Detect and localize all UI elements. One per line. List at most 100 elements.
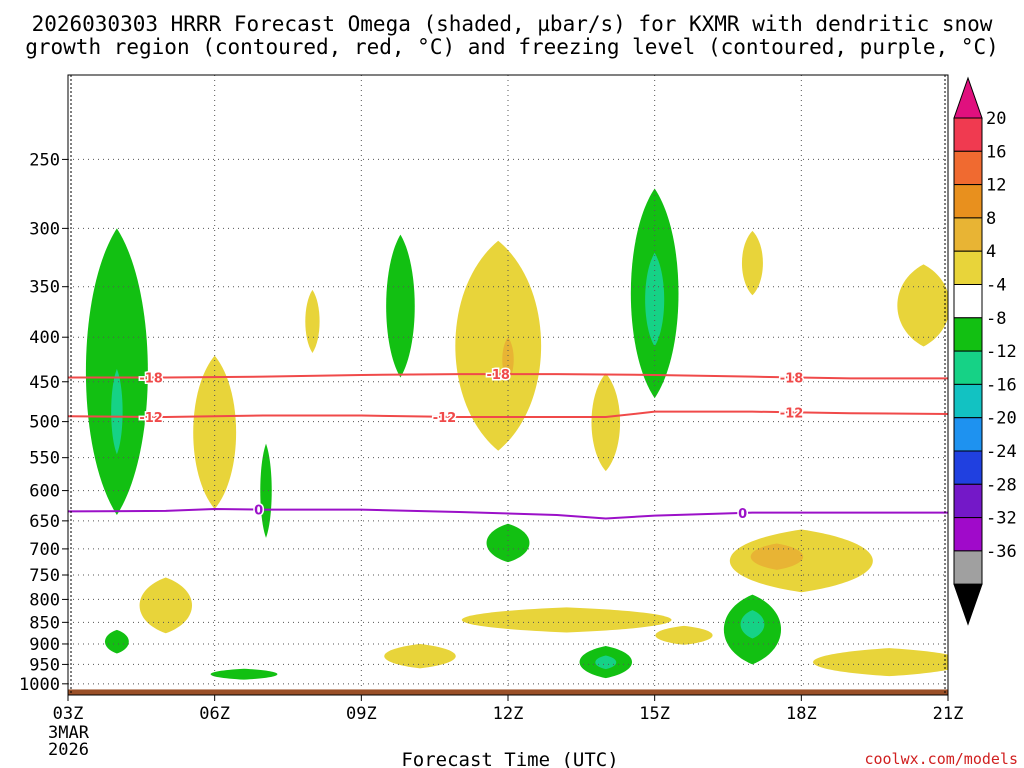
colorbar-bottom-arrow xyxy=(953,583,983,626)
omega-region-downward xyxy=(455,240,542,451)
colorbar-segment xyxy=(953,417,983,452)
omega-shading xyxy=(85,188,948,680)
y-tick-label: 700 xyxy=(29,540,60,560)
contour-line xyxy=(68,508,948,520)
y-tick-label: 900 xyxy=(29,635,60,655)
colorbar-label: -24 xyxy=(986,442,1017,462)
x-tick-label: 21Z xyxy=(933,704,964,724)
colorbar-segment xyxy=(953,550,983,585)
omega-region-downward xyxy=(741,230,763,296)
y-tick-label: 400 xyxy=(29,328,60,348)
omega-region-downward xyxy=(655,625,713,645)
contour-label: -18 xyxy=(780,371,804,386)
colorbar-label: 12 xyxy=(986,176,1006,196)
colorbar-label: -12 xyxy=(986,342,1017,362)
colorbar-segment xyxy=(953,450,983,485)
y-tick-label: 450 xyxy=(29,373,60,393)
colorbar-label: 20 xyxy=(986,109,1006,129)
omega-region-upward xyxy=(595,655,617,670)
omega-region-downward xyxy=(193,355,237,510)
y-tick-label: 600 xyxy=(29,482,60,502)
colorbar-segment xyxy=(953,117,983,152)
colorbar-label: 16 xyxy=(986,142,1006,162)
colorbar-label: 8 xyxy=(986,209,996,229)
colorbar-label: -32 xyxy=(986,509,1017,529)
y-tick-label: 550 xyxy=(29,449,60,469)
x-axis-label: Forecast Time (UTC) xyxy=(401,749,618,768)
y-tick-label: 350 xyxy=(29,278,60,298)
y-tick-label: 800 xyxy=(29,590,60,610)
omega-region-upward xyxy=(740,610,765,639)
colorbar-segment xyxy=(953,317,983,352)
colorbar-top-arrow xyxy=(953,76,983,119)
colorbar-label: -4 xyxy=(986,276,1006,296)
omega-region-downward xyxy=(813,648,948,677)
contour-label: 0 xyxy=(738,507,747,522)
x-tick-label: 15Z xyxy=(639,704,670,724)
colorbar-segment xyxy=(953,217,983,252)
omega-region-downward xyxy=(502,337,514,382)
colorbar-segment xyxy=(953,284,983,319)
contour-label: -18 xyxy=(486,368,510,383)
omega-region-upward xyxy=(486,523,530,563)
omega-region-upward xyxy=(386,234,415,378)
credit-text: coolwx.com/models xyxy=(864,750,1018,768)
colorbar-label: -28 xyxy=(986,475,1017,495)
contour-line xyxy=(68,373,948,380)
colorbar: 20 16 12 8 4 -4 -8 -12 -16 -20 -24 -28 -32 -36 xyxy=(953,76,1017,626)
colorbar-label: -36 xyxy=(986,542,1017,562)
colorbar-segment xyxy=(953,517,983,552)
contour-label: -12 xyxy=(433,411,457,426)
x-date-label: 2026 xyxy=(48,740,89,760)
x-tick-label: 09Z xyxy=(346,704,377,724)
plot-area: -18 -18 -18 -12 -12 -12 0 0 250 300 350 400 450 500 55… xyxy=(19,74,963,760)
contour-line xyxy=(68,410,948,419)
omega-region-downward xyxy=(897,264,948,347)
omega-region-upward xyxy=(111,368,123,455)
contour-label: 0 xyxy=(254,504,263,519)
colorbar-segment xyxy=(953,383,983,419)
y-tick-label: 500 xyxy=(29,413,60,433)
contours: -18 -18 -18 -12 -12 -12 0 0 xyxy=(68,367,948,523)
y-tick-label: 850 xyxy=(29,613,60,633)
chart-title-line2: growth region (contoured, red, °C) and f… xyxy=(25,35,999,59)
omega-region-upward xyxy=(104,629,129,654)
omega-region-upward xyxy=(210,668,278,680)
omega-region-downward xyxy=(591,373,621,472)
omega-region-downward xyxy=(750,543,804,570)
y-tick-label: 750 xyxy=(29,566,60,586)
terrain-strip xyxy=(68,689,948,695)
omega-region-downward xyxy=(305,289,320,353)
x-tick-label: 12Z xyxy=(493,704,524,724)
x-tick-label: 18Z xyxy=(786,704,817,724)
colorbar-label: 4 xyxy=(986,242,996,262)
omega-region-upward xyxy=(260,443,272,538)
colorbar-label: -16 xyxy=(986,375,1017,395)
y-tick-label: 950 xyxy=(29,655,60,675)
y-tick-label: 250 xyxy=(29,150,60,170)
omega-region-downward xyxy=(461,607,672,633)
x-date-label: 3MAR xyxy=(48,723,90,743)
omega-region-upward xyxy=(645,252,665,347)
x-tick-label: 03Z xyxy=(53,704,84,724)
contour-label: -12 xyxy=(780,406,804,421)
x-tick-label: 06Z xyxy=(199,704,230,724)
colorbar-segment xyxy=(953,184,983,219)
colorbar-segment xyxy=(953,350,983,385)
y-tick-label: 1000 xyxy=(19,675,60,695)
colorbar-label: -20 xyxy=(986,409,1017,429)
y-axis: 2503003504004505005506006507007508008509… xyxy=(19,150,68,695)
omega-region-downward xyxy=(384,643,456,669)
y-tick-label: 300 xyxy=(29,219,60,239)
colorbar-label: -8 xyxy=(986,309,1006,329)
contour-label: -18 xyxy=(139,372,163,387)
colorbar-segment xyxy=(953,483,983,519)
contour-label: -12 xyxy=(139,411,163,426)
colorbar-segment xyxy=(953,150,983,186)
chart-title-line1: 2026030303 HRRR Forecast Omega (shaded, … xyxy=(32,12,993,36)
colorbar-segment xyxy=(953,250,983,285)
grid xyxy=(68,75,948,695)
omega-region-downward xyxy=(139,577,192,634)
